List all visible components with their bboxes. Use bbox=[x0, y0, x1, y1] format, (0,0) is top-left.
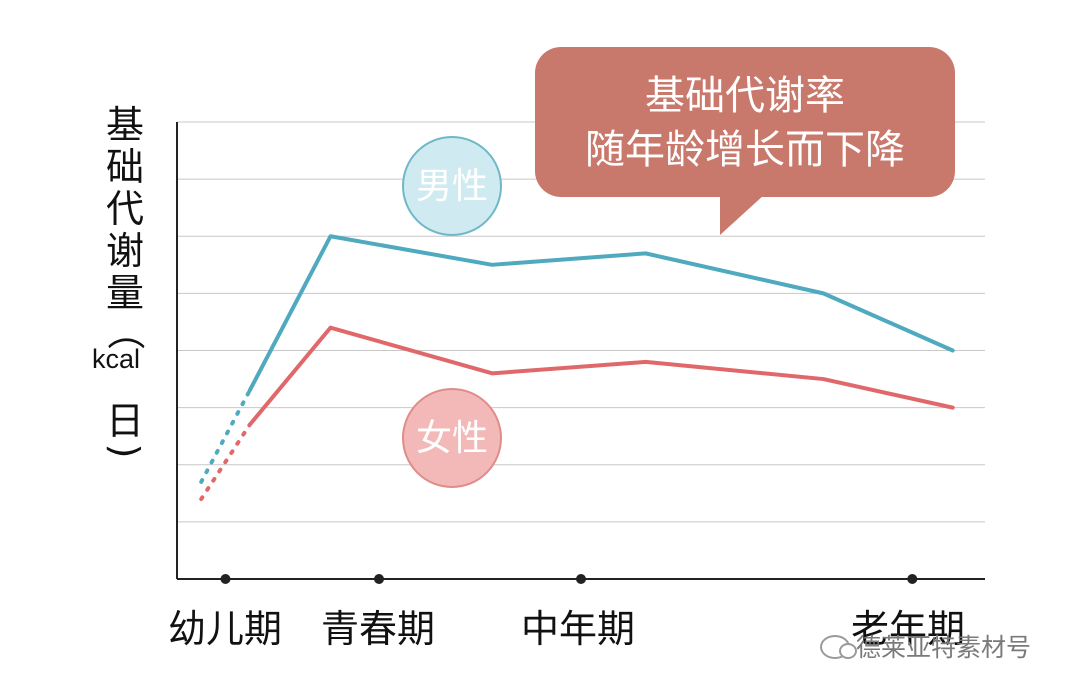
y-axis-unit: kcal bbox=[92, 344, 141, 374]
x-tick-label: 幼儿期 bbox=[167, 607, 283, 651]
annotation-line: 基础代谢率 bbox=[645, 73, 845, 119]
x-tick-dot bbox=[374, 574, 384, 584]
series-bubble-female: 女性 bbox=[402, 388, 502, 488]
x-tick-dot bbox=[220, 574, 231, 584]
annotation-callout: 基础代谢率 随年龄增长而下降 bbox=[535, 47, 955, 197]
series-line-female bbox=[247, 325, 955, 427]
watermark: 德莱亚特素材号 bbox=[820, 628, 1031, 664]
y-axis-label-char: 量 bbox=[105, 271, 144, 315]
series-line-dotted-male bbox=[199, 388, 252, 484]
y-axis-label-char: ) bbox=[103, 443, 147, 459]
x-tick-dot bbox=[907, 574, 918, 584]
y-axis-label-char: 础 bbox=[105, 145, 144, 189]
series-line-dotted-female bbox=[199, 422, 252, 502]
series-line-male bbox=[247, 234, 955, 393]
annotation-line: 随年龄增长而下降 bbox=[585, 127, 905, 173]
callout-tail bbox=[720, 195, 764, 235]
y-axis-label-char: 基 bbox=[105, 103, 144, 147]
y-axis-label-char: 谢 bbox=[105, 229, 144, 273]
x-tick-label: 老年期 bbox=[850, 607, 966, 651]
x-tick-marks bbox=[220, 574, 918, 584]
series-bubble-male: 男性 bbox=[402, 136, 502, 236]
x-tick-dot bbox=[576, 574, 586, 584]
x-tick-label: 青春期 bbox=[320, 607, 436, 651]
series-layer bbox=[199, 234, 955, 502]
wechat-icon bbox=[820, 635, 857, 659]
y-axis-label-char: 代 bbox=[105, 187, 144, 231]
watermark-text: 德莱亚特素材号 bbox=[856, 633, 1032, 662]
x-tick-label: 中年期 bbox=[520, 607, 636, 651]
y-axis-label-char: 日 bbox=[105, 399, 144, 443]
